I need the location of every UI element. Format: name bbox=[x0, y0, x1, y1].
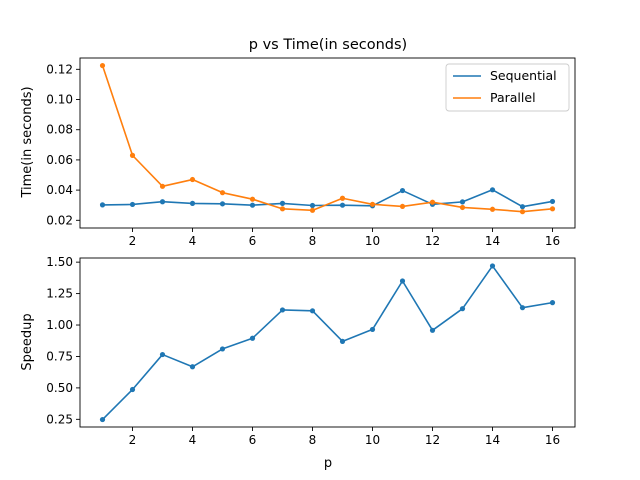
x-tick-label: 8 bbox=[309, 234, 317, 248]
sequential-data-point bbox=[219, 201, 226, 207]
x-tick-label: 8 bbox=[309, 433, 317, 447]
parallel-data-point bbox=[219, 190, 226, 196]
x-tick-label: 14 bbox=[485, 234, 500, 248]
x-tick-label: 4 bbox=[189, 234, 197, 248]
sequential-data-point bbox=[159, 199, 166, 205]
legend-label-parallel: Parallel bbox=[490, 90, 536, 105]
parallel-data-point bbox=[339, 195, 346, 201]
parallel-data-point bbox=[279, 206, 286, 212]
sequential-data-point bbox=[399, 187, 406, 194]
parallel-data-point bbox=[249, 196, 256, 202]
sequential-data-point bbox=[339, 202, 346, 208]
speedup-data-point bbox=[429, 327, 436, 333]
parallel-data-point bbox=[369, 201, 376, 207]
x-tick-label: 16 bbox=[545, 234, 560, 248]
speedup-data-point bbox=[369, 326, 376, 333]
x-tick-label: 10 bbox=[365, 433, 380, 447]
speedup-data-point bbox=[159, 351, 166, 358]
speedup-data-point bbox=[99, 416, 106, 423]
speedup-data-point bbox=[129, 386, 136, 393]
x-axis-label: p bbox=[324, 456, 332, 471]
parallel-data-point bbox=[489, 206, 496, 212]
y-tick-label: 0.04 bbox=[46, 183, 73, 197]
speedup-data-point bbox=[309, 308, 316, 314]
y-tick-label: 1.25 bbox=[46, 287, 73, 301]
y-tick-label: 0.02 bbox=[46, 213, 73, 227]
sequential-data-point bbox=[249, 202, 256, 208]
parallel-data-point bbox=[189, 176, 196, 183]
legend-label-sequential: Sequential bbox=[490, 68, 557, 83]
speedup-data-point bbox=[549, 300, 556, 306]
speedup-plot-frame bbox=[79, 257, 576, 428]
y-tick-label: 0.06 bbox=[46, 153, 73, 167]
legend: Sequential Parallel bbox=[445, 63, 570, 112]
x-tick-label: 6 bbox=[249, 433, 257, 447]
x-tick-label: 4 bbox=[189, 433, 197, 447]
time-plot-marks bbox=[99, 62, 556, 215]
y-tick-label: 1.00 bbox=[46, 318, 73, 332]
parallel-data-point bbox=[459, 204, 466, 211]
speedup-data-point bbox=[279, 307, 286, 313]
parallel-series-line bbox=[101, 65, 553, 213]
parallel-data-point bbox=[159, 183, 166, 189]
y-axis-label-speedup: Speedup bbox=[20, 313, 35, 370]
speedup-subplot: Speedup p 2 4 6 8 10 12 14 16 0.25 0.50 0.75 1.00 1.… bbox=[20, 255, 576, 471]
x-tick-label: 10 bbox=[365, 234, 380, 248]
sequential-series-line bbox=[102, 189, 553, 208]
parallel-data-point bbox=[99, 62, 106, 69]
x-tick-label: 14 bbox=[485, 433, 500, 447]
x-tick-label: 12 bbox=[425, 433, 440, 447]
sequential-data-point bbox=[519, 204, 526, 210]
speedup-data-point bbox=[489, 263, 496, 269]
parallel-data-point bbox=[519, 209, 526, 215]
speedup-series-line bbox=[101, 265, 553, 421]
y-tick-label: 1.50 bbox=[46, 255, 73, 269]
speedup-plot-ticks: 2 4 6 8 10 12 14 16 0.25 0.50 0.75 1.00 1.25 1.50 bbox=[46, 255, 560, 447]
speedup-data-point bbox=[519, 305, 526, 311]
time-plot-ticks: 2 4 6 8 10 12 14 16 0.02 0.04 0.06 0.08 0.10 0.12 bbox=[46, 62, 560, 248]
y-axis-label-time: Time(in seconds) bbox=[20, 86, 35, 198]
sequential-data-point bbox=[309, 202, 316, 209]
time-plot-frame bbox=[79, 57, 576, 229]
sequential-data-point bbox=[459, 199, 466, 205]
y-tick-label: 0.75 bbox=[46, 349, 73, 363]
x-tick-label: 12 bbox=[425, 234, 440, 248]
sequential-data-point bbox=[189, 200, 196, 206]
sequential-data-point bbox=[489, 187, 496, 193]
speedup-plot-marks bbox=[99, 263, 556, 423]
speedup-data-point bbox=[249, 335, 256, 341]
sequential-data-point bbox=[549, 198, 556, 205]
time-subplot: p vs Time(in seconds) Time(in seconds) 2… bbox=[20, 37, 576, 248]
y-tick-label: 0.25 bbox=[46, 412, 73, 426]
parallel-data-point bbox=[549, 206, 556, 212]
speedup-data-point bbox=[399, 278, 406, 284]
parallel-data-point bbox=[429, 199, 436, 205]
y-tick-label: 0.08 bbox=[46, 123, 73, 137]
sequential-data-point bbox=[129, 201, 136, 208]
speedup-data-point bbox=[219, 346, 226, 352]
sequential-data-point bbox=[279, 200, 286, 206]
sequential-data-point bbox=[99, 202, 106, 208]
y-tick-label: 0.10 bbox=[46, 93, 73, 107]
parallel-data-point bbox=[129, 152, 136, 158]
speedup-data-point bbox=[459, 306, 466, 312]
parallel-data-point bbox=[309, 207, 316, 213]
parallel-data-point bbox=[399, 203, 406, 210]
x-tick-label: 2 bbox=[129, 433, 137, 447]
y-tick-label: 0.12 bbox=[46, 62, 73, 76]
x-tick-label: 2 bbox=[129, 234, 137, 248]
x-tick-label: 6 bbox=[249, 234, 257, 248]
y-tick-label: 0.50 bbox=[46, 381, 73, 395]
x-tick-label: 16 bbox=[545, 433, 560, 447]
speedup-data-point bbox=[189, 364, 196, 370]
speedup-data-point bbox=[339, 338, 346, 344]
chart-title: p vs Time(in seconds) bbox=[249, 37, 407, 53]
